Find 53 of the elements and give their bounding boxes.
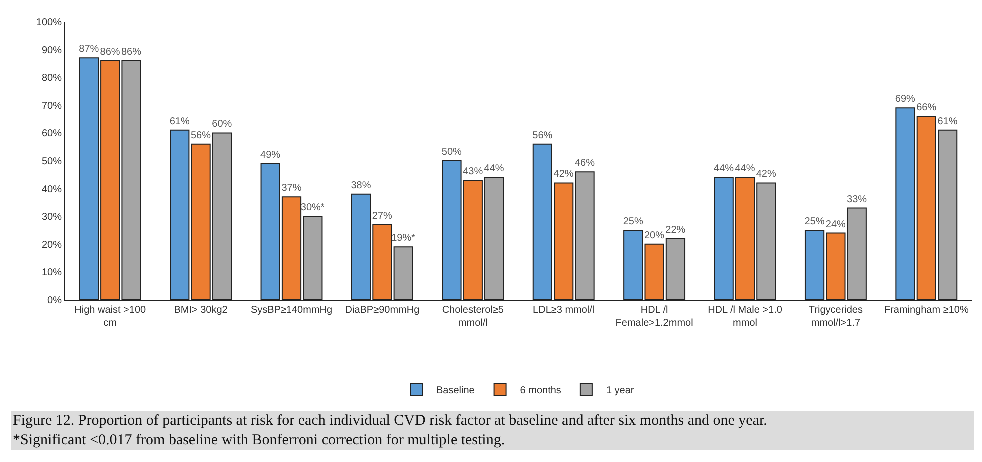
x-tick-label: Framingham ≥10% xyxy=(884,305,969,316)
y-tick-label: 50% xyxy=(42,156,62,168)
data-label: 50% xyxy=(442,147,462,158)
y-tick-label: 10% xyxy=(42,268,62,279)
x-tick-label: LDL≥3 mmol/l xyxy=(533,305,595,316)
y-tick-label: 90% xyxy=(42,45,62,56)
x-tick-label: DiaBP≥90mmHg xyxy=(345,305,420,316)
x-tick-label: SysBP≥140mmHg xyxy=(250,305,333,316)
x-tick-label: BMI> 30kg2 xyxy=(174,305,228,316)
legend-label: 6 months xyxy=(520,385,562,396)
legend-label: Baseline xyxy=(436,385,476,396)
data-label: 22% xyxy=(666,224,686,236)
data-label: 42% xyxy=(554,169,574,180)
y-tick-label: 20% xyxy=(42,240,62,251)
data-label: 43% xyxy=(463,166,484,178)
data-label: 87% xyxy=(79,44,100,56)
data-label: 69% xyxy=(895,94,916,106)
data-label: 86% xyxy=(100,46,120,58)
data-label: 44% xyxy=(714,164,734,175)
y-tick-label: 0% xyxy=(48,296,62,306)
data-label: 56% xyxy=(532,130,553,142)
data-label: 49% xyxy=(260,150,281,161)
data-label: 37% xyxy=(282,183,302,194)
data-label: 60% xyxy=(212,119,232,130)
data-label: 27% xyxy=(372,210,393,222)
y-tick-label: 100% xyxy=(36,18,62,28)
data-label: 33% xyxy=(847,194,868,206)
data-label: 44% xyxy=(735,164,756,175)
y-tick-label: 40% xyxy=(42,184,62,196)
x-tick-label: Cholesterol≥5 mmol/l xyxy=(442,305,504,329)
data-label: 44% xyxy=(484,164,504,175)
caption: Figure 12. Proportion of participants at risk for each individual CVD risk factor at baseline and after six months and one year. *Significant <0.017 from baseline with Bonferroni correction for multiple testing. xyxy=(13,413,768,448)
x-tick-label: HDL /l Female>1.2mmol xyxy=(616,305,694,329)
y-tick-label: 70% xyxy=(42,100,62,112)
data-label: 61% xyxy=(170,116,190,128)
y-tick-label: 80% xyxy=(42,73,62,84)
data-label: 25% xyxy=(804,216,825,228)
data-label: 61% xyxy=(938,116,958,128)
data-label: 38% xyxy=(351,180,372,192)
data-label: 66% xyxy=(916,102,937,114)
x-tick-label: HDL /l Male >1.0 mmol xyxy=(708,305,783,329)
x-tick-label: Trigycerides mmol/l>1.7 xyxy=(808,305,863,329)
y-tick-label: 60% xyxy=(42,128,62,140)
data-label: 86% xyxy=(121,46,142,58)
x-tick-label: High waist >100 cm xyxy=(74,305,146,329)
y-tick-label: 30% xyxy=(42,212,62,224)
data-label: 24% xyxy=(826,219,846,230)
data-label: 46% xyxy=(574,158,596,170)
data-label: 25% xyxy=(623,216,644,228)
data-label: 42% xyxy=(756,169,776,180)
legend-label: 1 year xyxy=(606,385,635,396)
data-label: 56% xyxy=(190,130,212,142)
data-label: 20% xyxy=(644,230,665,242)
